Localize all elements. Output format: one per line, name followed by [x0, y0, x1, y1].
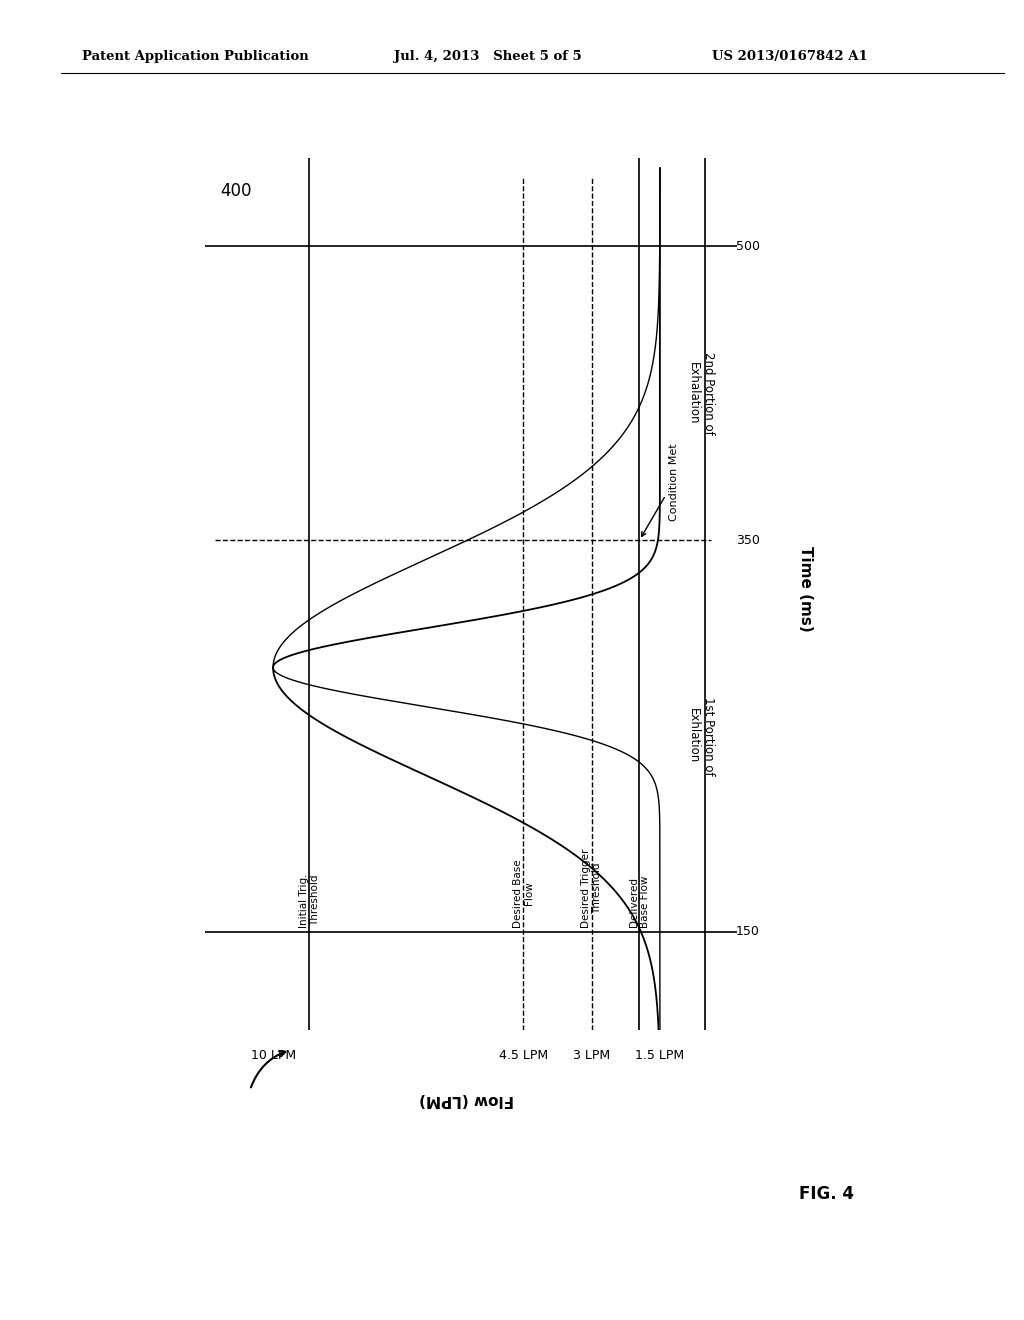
Text: 10 LPM: 10 LPM: [251, 1049, 296, 1063]
Text: 3 LPM: 3 LPM: [573, 1049, 610, 1063]
Text: 400: 400: [220, 182, 252, 201]
Text: Desired Base
Flow: Desired Base Flow: [513, 859, 535, 928]
Text: 1.5 LPM: 1.5 LPM: [635, 1049, 684, 1063]
Text: Jul. 4, 2013   Sheet 5 of 5: Jul. 4, 2013 Sheet 5 of 5: [394, 50, 582, 63]
Text: Desired Trigger
Threshold: Desired Trigger Threshold: [581, 849, 602, 928]
Text: Initial Trig.
Threshold: Initial Trig. Threshold: [299, 874, 321, 928]
Text: 350: 350: [736, 533, 760, 546]
Text: Condition Met: Condition Met: [642, 444, 679, 536]
Text: 150: 150: [736, 925, 760, 939]
Text: 4.5 LPM: 4.5 LPM: [499, 1049, 548, 1063]
Text: 2nd Portion of
Exhalation: 2nd Portion of Exhalation: [687, 352, 715, 434]
Text: Flow (LPM): Flow (LPM): [419, 1092, 514, 1107]
Text: US 2013/0167842 A1: US 2013/0167842 A1: [712, 50, 867, 63]
Text: FIG. 4: FIG. 4: [799, 1184, 854, 1203]
Text: Delivered
Base Flow: Delivered Base Flow: [629, 875, 650, 928]
Text: 500: 500: [736, 240, 760, 253]
Text: Patent Application Publication: Patent Application Publication: [82, 50, 308, 63]
Text: 1st Portion of
Exhlation: 1st Portion of Exhlation: [687, 697, 715, 775]
Text: Time (ms): Time (ms): [798, 546, 813, 632]
